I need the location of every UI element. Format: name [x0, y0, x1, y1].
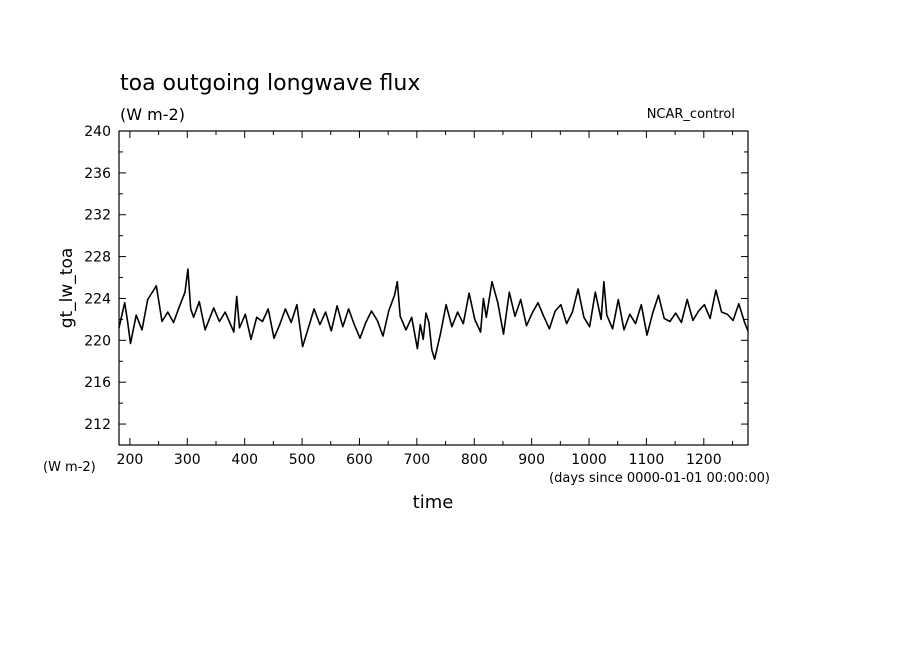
x-tick-label: 500: [289, 452, 316, 468]
x-tick-label: 700: [403, 452, 430, 468]
x-tick-label: 400: [231, 452, 258, 468]
x-tick-label: 1000: [571, 452, 607, 468]
axis-ticks: [119, 130, 748, 446]
x-tick-label: 1100: [629, 452, 665, 468]
x-tick-label: 1200: [686, 452, 722, 468]
x-tick-label: 200: [117, 452, 144, 468]
chart-subtitle: (W m-2): [120, 105, 185, 124]
plot-frame: [118, 130, 749, 446]
y-tick-label: 224: [84, 291, 111, 307]
x-axis-units: (days since 0000-01-01 00:00:00): [549, 471, 770, 486]
x-tick-label: 600: [346, 452, 373, 468]
run-label: NCAR_control: [647, 107, 735, 122]
x-tick-label: 900: [518, 452, 545, 468]
y-tick-label: 216: [84, 375, 111, 391]
y-tick-label: 236: [84, 166, 111, 182]
y-tick-label: 228: [84, 250, 111, 266]
y-axis-label: gt_lw_toa: [57, 248, 77, 329]
y-tick-label: 232: [84, 208, 111, 224]
x-tick-label: 300: [174, 452, 201, 468]
x-tick-label: 800: [461, 452, 488, 468]
series-line: [118, 268, 749, 360]
y-tick-label: 220: [84, 333, 111, 349]
y-tick-label: 212: [84, 417, 111, 433]
y-tick-label: 240: [84, 124, 111, 140]
y-tick-labels: 212 216 220 224 228 232 236 240: [84, 124, 111, 433]
chart-title: toa outgoing longwave flux: [120, 71, 420, 96]
x-axis-label: time: [413, 492, 454, 513]
y-axis-units: (W m-2): [43, 460, 96, 475]
x-tick-labels: 200 300 400 500 600 700 800 900 1000 1100 1200: [117, 452, 722, 468]
